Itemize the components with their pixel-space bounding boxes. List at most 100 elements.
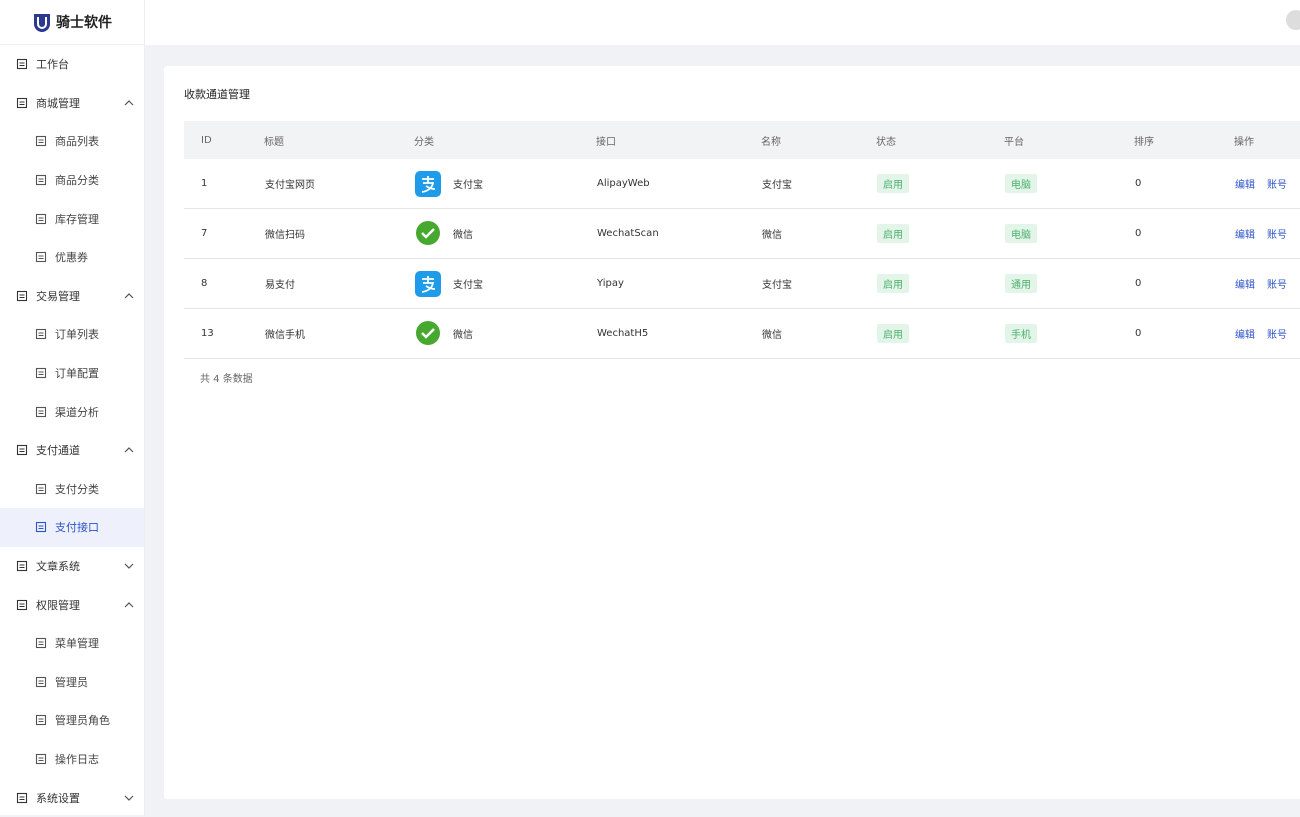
menu-item[interactable]: 文章系统 <box>0 547 144 586</box>
cell-name: 支付宝 <box>761 159 876 209</box>
cell-id: 13 <box>184 308 264 359</box>
submenu-item[interactable]: 库存管理 <box>0 199 144 238</box>
menu-item[interactable]: 交易管理 <box>0 277 144 316</box>
submenu-item[interactable]: 订单配置 <box>0 354 144 393</box>
category-label: 微信 <box>453 330 473 341</box>
cell-status: 启用 <box>876 208 1004 259</box>
menu-item[interactable]: 支付通道 <box>0 431 144 470</box>
menu-icon <box>35 213 47 224</box>
submenu-label: 库存管理 <box>55 212 99 226</box>
platform-tag: 手机 <box>1005 324 1037 343</box>
cell-interface: AlipayWeb <box>596 159 761 209</box>
menu-icon <box>35 136 47 147</box>
column-header: 分类 <box>414 121 596 159</box>
menu-icon <box>16 599 28 610</box>
menu-item[interactable]: 工作台 <box>0 45 144 84</box>
menu-item[interactable]: 商城管理 <box>0 84 144 123</box>
cell-status: 启用 <box>876 258 1004 309</box>
submenu-item[interactable]: 菜单管理 <box>0 624 144 663</box>
action-link[interactable]: 编辑 <box>1235 280 1255 291</box>
cell-status: 启用 <box>876 308 1004 359</box>
submenu-item[interactable]: 商品分类 <box>0 161 144 200</box>
cell-status: 启用 <box>876 159 1004 209</box>
submenu-item[interactable]: 支付分类 <box>0 470 144 509</box>
category: 微信 <box>415 320 595 347</box>
cell-interface: WechatScan <box>596 208 761 259</box>
cell-title: 微信扫码 <box>264 208 414 259</box>
cell-interface: WechatH5 <box>596 308 761 359</box>
status-tag: 启用 <box>877 274 909 293</box>
submenu-item[interactable]: 管理员角色 <box>0 701 144 740</box>
menu-icon <box>16 445 28 456</box>
menu-icon <box>16 792 28 803</box>
menu-icon <box>35 252 47 263</box>
action-link[interactable]: 编辑 <box>1235 230 1255 241</box>
cell-sort: 0 <box>1134 159 1234 209</box>
action-link[interactable]: 编辑 <box>1235 330 1255 341</box>
menu: 工作台 商城管理 商品列表 商品分类库存管理优惠券交易管理 订单列表 订单配置 渠道分析支付… <box>0 45 144 817</box>
cell-actions: 编辑 账号 <box>1234 308 1300 359</box>
submenu-label: 优惠券 <box>55 251 88 265</box>
cell-title: 易支付 <box>264 258 414 309</box>
submenu-item[interactable]: 支付接口 <box>0 508 144 547</box>
status-tag: 启用 <box>877 324 909 343</box>
submenu-item[interactable]: 优惠券 <box>0 238 144 277</box>
avatar[interactable] <box>1280 8 1300 32</box>
category-label: 微信 <box>453 230 473 241</box>
category: 支付宝 <box>415 170 595 197</box>
chevron <box>124 795 134 801</box>
chevron <box>124 293 134 299</box>
wechat-icon <box>416 320 440 345</box>
submenu-label: 支付接口 <box>55 521 99 535</box>
cell-category: 支付宝 <box>414 258 596 309</box>
action-link[interactable]: 账号 <box>1267 280 1287 291</box>
cell-sort: 0 <box>1134 208 1234 259</box>
cell-platform: 手机 <box>1004 308 1134 359</box>
card: 收款通道管理 ID 标题 分类 接口 名称 状态 平台 排序 操作 1 支付宝网页 支付宝 Alipa… <box>164 66 1300 799</box>
cell-name: 微信 <box>761 308 876 359</box>
cell-category: 支付宝 <box>414 159 596 209</box>
total: 共 4 条数据 <box>200 374 253 385</box>
action-link[interactable]: 账号 <box>1267 330 1287 341</box>
column-header: 名称 <box>761 121 876 159</box>
submenu-item[interactable]: 商品列表 <box>0 122 144 161</box>
logo <box>34 14 50 32</box>
cell-id: 8 <box>184 258 264 309</box>
cell-category: 微信 <box>414 308 596 359</box>
submenu-item[interactable]: 渠道分析 <box>0 392 144 431</box>
action-link[interactable]: 编辑 <box>1235 180 1255 191</box>
menu-icon <box>35 676 47 687</box>
submenu-item[interactable]: 操作日志 <box>0 740 144 779</box>
submenu-item[interactable]: 管理员 <box>0 663 144 702</box>
action-link[interactable]: 账号 <box>1267 180 1287 191</box>
menu-icon <box>16 59 28 70</box>
category-label: 支付宝 <box>453 280 483 291</box>
category: 支付宝 <box>415 270 595 297</box>
menu-icon <box>35 175 47 186</box>
submenu-item[interactable]: 订单列表 <box>0 315 144 354</box>
cell-sort: 0 <box>1134 258 1234 309</box>
table: ID 标题 分类 接口 名称 状态 平台 排序 操作 1 支付宝网页 支付宝 AlipayWeb 支付宝… <box>184 121 1300 359</box>
table-row: 1 支付宝网页 支付宝 AlipayWeb 支付宝 启用 电脑 0 编辑 账号 <box>184 159 1300 209</box>
alipay-icon <box>415 170 441 197</box>
column-header: 操作 <box>1234 121 1300 159</box>
menu-icon <box>16 560 28 572</box>
table-row: 13 微信手机 微信 WechatH5 微信 启用 手机 0 编辑 账号 <box>184 308 1300 359</box>
wechat-icon <box>416 220 440 245</box>
menu-icon <box>35 715 47 726</box>
menu-label: 支付通道 <box>36 444 80 458</box>
submenu-label: 支付分类 <box>55 482 99 496</box>
cell-platform: 电脑 <box>1004 208 1134 259</box>
cell-category: 微信 <box>414 208 596 259</box>
submenu-label: 菜单管理 <box>55 637 99 651</box>
menu-icon <box>16 97 28 108</box>
platform-tag: 通用 <box>1005 274 1037 293</box>
menu-item[interactable]: 权限管理 <box>0 585 144 624</box>
menu-icon <box>35 638 47 649</box>
column-header: ID <box>184 121 264 159</box>
menu-item[interactable]: 系统设置 <box>0 778 144 817</box>
cell-id: 1 <box>184 159 264 209</box>
action-link[interactable]: 账号 <box>1267 230 1287 241</box>
cell-id: 7 <box>184 208 264 259</box>
